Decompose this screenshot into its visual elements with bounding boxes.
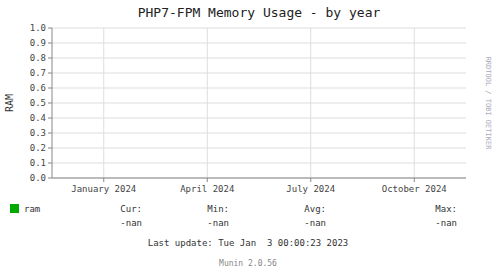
y-tick-label: 0.3 — [30, 128, 46, 138]
y-tick — [48, 163, 52, 164]
y-axis-label: RAM — [4, 94, 15, 112]
chart: PHP7-FPM Memory Usage - by year RAM 0.0 0.1… — [0, 0, 497, 275]
stat-value: -nan — [207, 218, 229, 228]
grid-line — [52, 133, 466, 134]
grid-line — [52, 88, 466, 89]
stat-label: Avg: — [304, 204, 326, 214]
grid-line — [52, 178, 466, 179]
x-tick-label: January 2024 — [71, 184, 136, 194]
stat-label: Min: — [207, 204, 229, 214]
grid-line — [310, 28, 311, 178]
grid-line — [103, 28, 104, 178]
grid-line — [52, 163, 466, 164]
y-tick-label: 0.7 — [30, 68, 46, 78]
x-tick — [103, 178, 104, 182]
background — [0, 0, 497, 275]
grid-line — [52, 118, 466, 119]
grid-line — [52, 148, 466, 149]
y-tick — [48, 133, 52, 134]
grid-line — [52, 58, 466, 59]
x-tick-label: October 2024 — [382, 184, 447, 194]
y-axis — [52, 28, 53, 178]
x-tick — [207, 178, 208, 182]
y-tick — [48, 118, 52, 119]
y-tick-label: 0.9 — [30, 38, 46, 48]
watermark: RRDTOOL / TOBI OETIKER — [484, 57, 492, 151]
legend-label: ram — [24, 204, 40, 214]
version: Munin 2.0.56 — [219, 259, 277, 268]
grid-line — [52, 73, 466, 74]
x-tick — [414, 178, 415, 182]
stat-label: Cur: — [120, 204, 142, 214]
y-tick — [48, 58, 52, 59]
last-update: Last update: Tue Jan 3 00:00:23 2023 — [148, 238, 348, 248]
y-tick-label: 0.5 — [30, 98, 46, 108]
stat-label: Max: — [435, 204, 457, 214]
legend-swatch — [10, 204, 19, 213]
grid-line — [207, 28, 208, 178]
grid-line — [414, 28, 415, 178]
stat-value: -nan — [304, 218, 326, 228]
y-tick-label: 0.1 — [30, 158, 46, 168]
stat-value: -nan — [435, 218, 457, 228]
y-tick-label: 0.0 — [30, 173, 46, 183]
grid-line — [52, 28, 466, 29]
y-tick-label: 1.0 — [30, 23, 46, 33]
y-tick — [48, 28, 52, 29]
y-tick — [48, 178, 52, 179]
y-tick-label: 0.4 — [30, 113, 46, 123]
y-tick — [48, 103, 52, 104]
y-tick-label: 0.8 — [30, 53, 46, 63]
y-tick-label: 0.6 — [30, 83, 46, 93]
title: PHP7-FPM Memory Usage - by year — [138, 5, 381, 20]
y-tick-label: 0.2 — [30, 143, 46, 153]
grid-line — [52, 43, 466, 44]
y-tick — [48, 148, 52, 149]
x-axis — [52, 178, 466, 179]
grid-line — [52, 103, 466, 104]
y-tick — [48, 88, 52, 89]
x-tick — [310, 178, 311, 182]
stat-value: -nan — [120, 218, 142, 228]
y-tick — [48, 43, 52, 44]
x-tick-label: July 2024 — [286, 184, 335, 194]
y-tick — [48, 73, 52, 74]
x-tick-label: April 2024 — [180, 184, 234, 194]
